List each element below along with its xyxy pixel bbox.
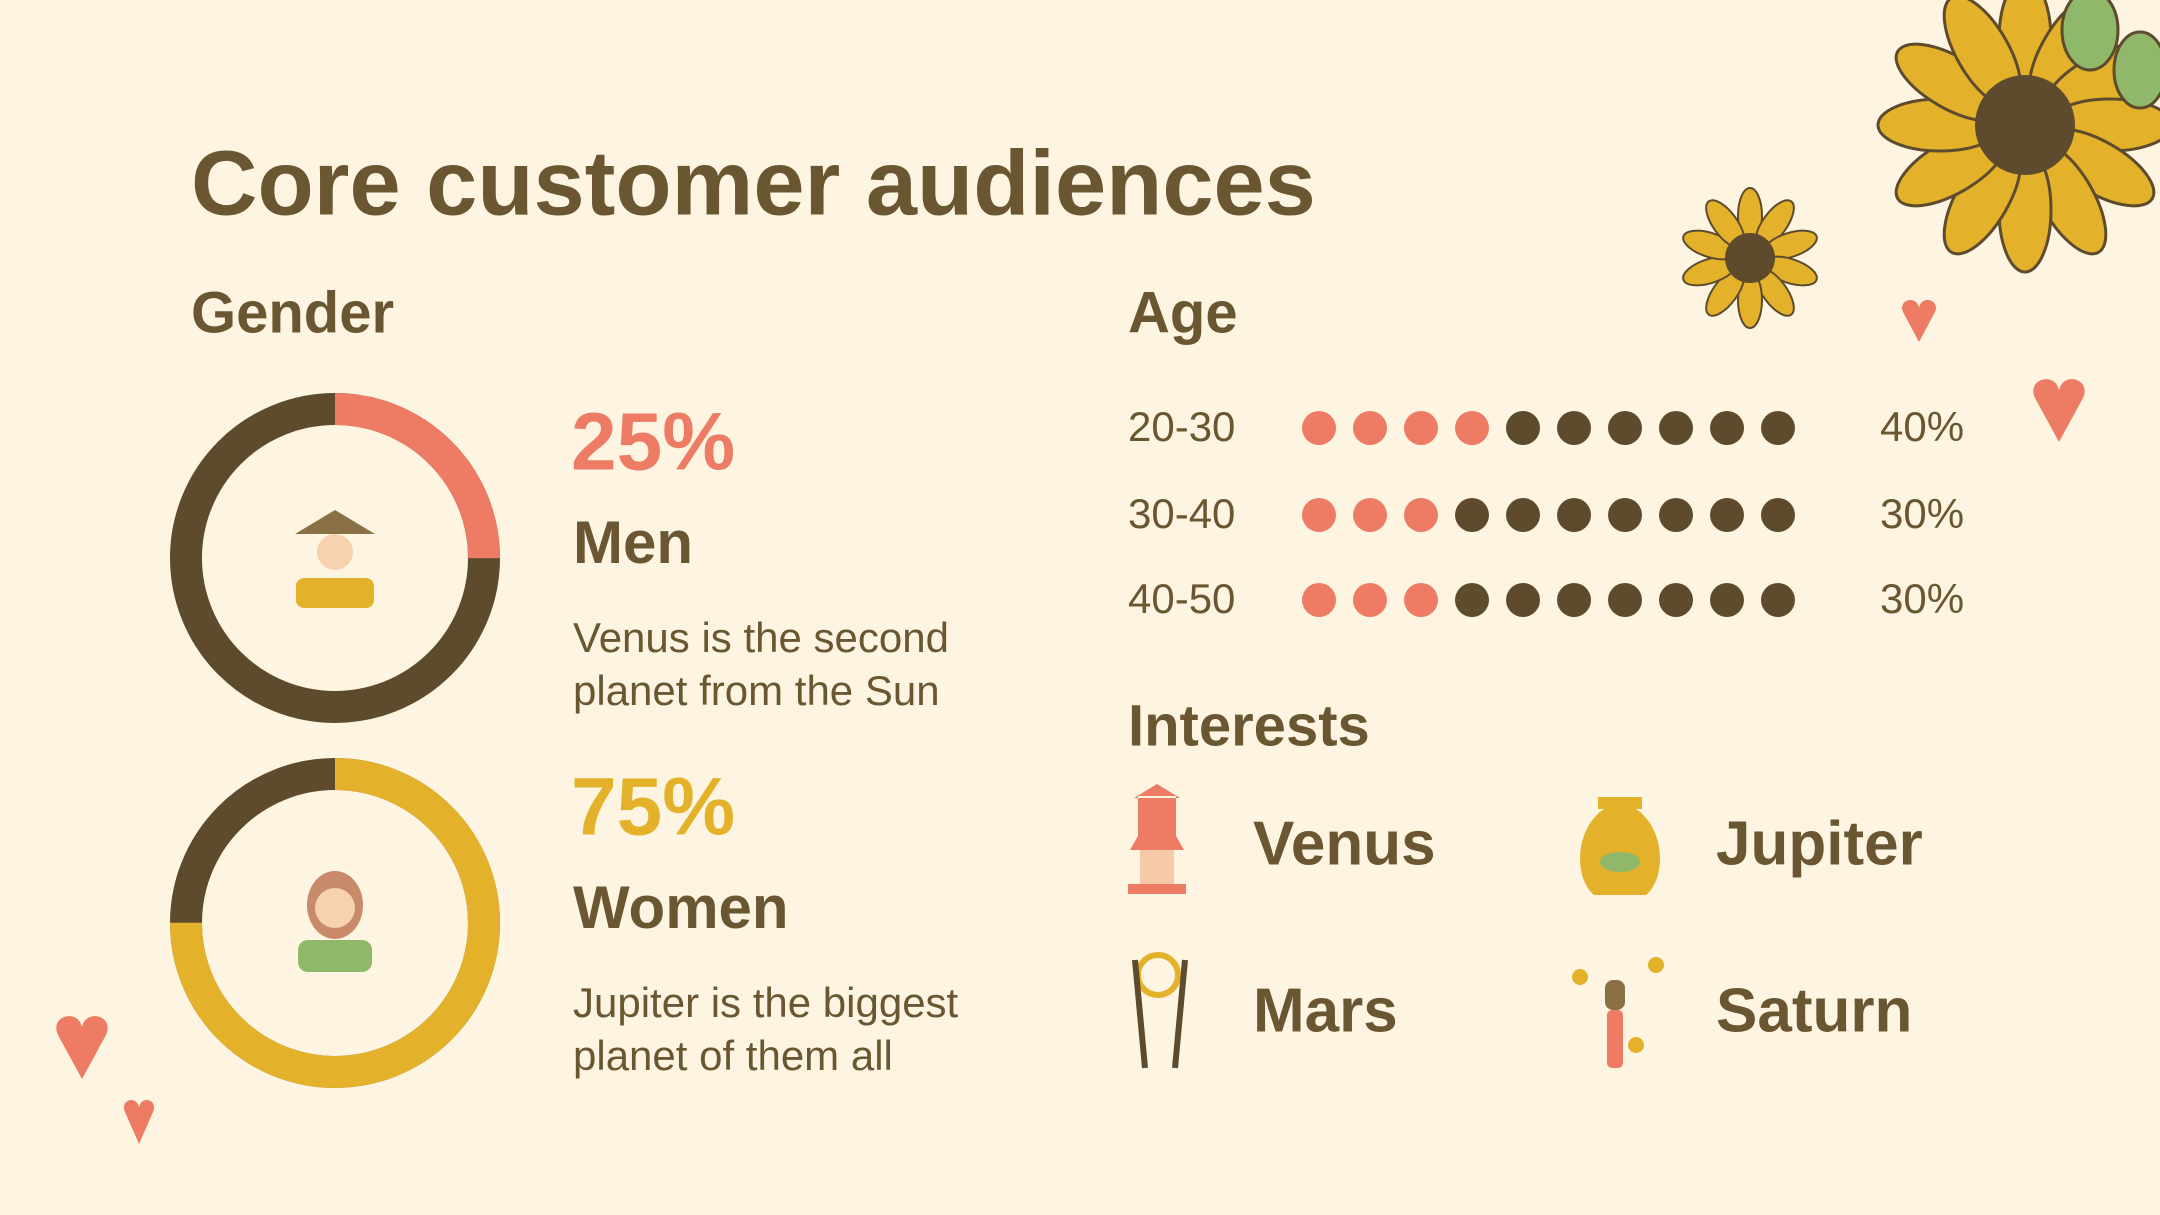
woman-icon (298, 871, 372, 972)
dot-filled (1404, 498, 1438, 532)
dot-filled (1302, 411, 1336, 445)
age-percent: 30% (1880, 490, 1964, 537)
dot-empty (1557, 583, 1591, 617)
group-name: Women (573, 874, 789, 941)
dot-filled (1404, 583, 1438, 617)
dot-filled (1302, 583, 1336, 617)
dot-empty (1761, 498, 1795, 532)
pagoda-icon (1128, 784, 1186, 894)
dot-filled (1404, 411, 1438, 445)
dot-filled (1353, 411, 1387, 445)
dot-empty (1659, 583, 1693, 617)
dot-empty (1506, 498, 1540, 532)
dot-empty (1710, 411, 1744, 445)
man-icon (295, 510, 375, 608)
dot-empty (1761, 583, 1795, 617)
percent-label: 75% (571, 762, 735, 853)
dot-empty (1659, 498, 1693, 532)
microphone-icon (1572, 957, 1664, 1068)
dot-empty (1710, 583, 1744, 617)
interest-name: Saturn (1716, 976, 1912, 1045)
dot-filled (1302, 498, 1336, 532)
dot-empty (1506, 411, 1540, 445)
interest-name: Venus (1253, 809, 1436, 878)
dot-filled (1353, 583, 1387, 617)
age-heading: Age (1128, 280, 1238, 345)
group-description: Jupiter is the biggest (573, 979, 959, 1026)
group-description: planet of them all (573, 1032, 893, 1079)
sunflower-small (1682, 187, 1818, 329)
dot-empty (1710, 498, 1744, 532)
interest-name: Jupiter (1716, 809, 1923, 878)
dot-filled (1455, 411, 1489, 445)
dot-empty (1557, 411, 1591, 445)
dot-empty (1455, 498, 1489, 532)
donut-arc (170, 758, 500, 1088)
dot-empty (1659, 411, 1693, 445)
dot-empty (1608, 498, 1642, 532)
age-range: 30-40 (1128, 490, 1235, 537)
age-range: 40-50 (1128, 575, 1235, 622)
title: Core customer audiences (191, 132, 1316, 234)
sunflower-large (1876, 0, 2160, 274)
interest-name: Mars (1253, 976, 1398, 1045)
chopsticks-icon (1132, 952, 1188, 1069)
percent-label: 25% (571, 397, 735, 488)
age-percent: 30% (1880, 575, 1964, 622)
dot-empty (1506, 583, 1540, 617)
group-name: Men (573, 509, 693, 576)
group-description: planet from the Sun (573, 667, 940, 714)
dot-empty (1761, 411, 1795, 445)
dot-empty (1455, 583, 1489, 617)
hearts (56, 299, 2085, 1144)
vase-icon (1580, 797, 1660, 895)
leaves (2060, 0, 2160, 110)
interests-heading: Interests (1128, 693, 1370, 758)
dot-empty (1557, 498, 1591, 532)
gender-heading: Gender (191, 280, 394, 345)
donut-arc (170, 393, 500, 723)
age-range: 20-30 (1128, 403, 1235, 450)
dot-empty (1608, 583, 1642, 617)
dot-filled (1353, 498, 1387, 532)
group-description: Venus is the second (573, 614, 949, 661)
age-percent: 40% (1880, 403, 1964, 450)
dot-empty (1608, 411, 1642, 445)
